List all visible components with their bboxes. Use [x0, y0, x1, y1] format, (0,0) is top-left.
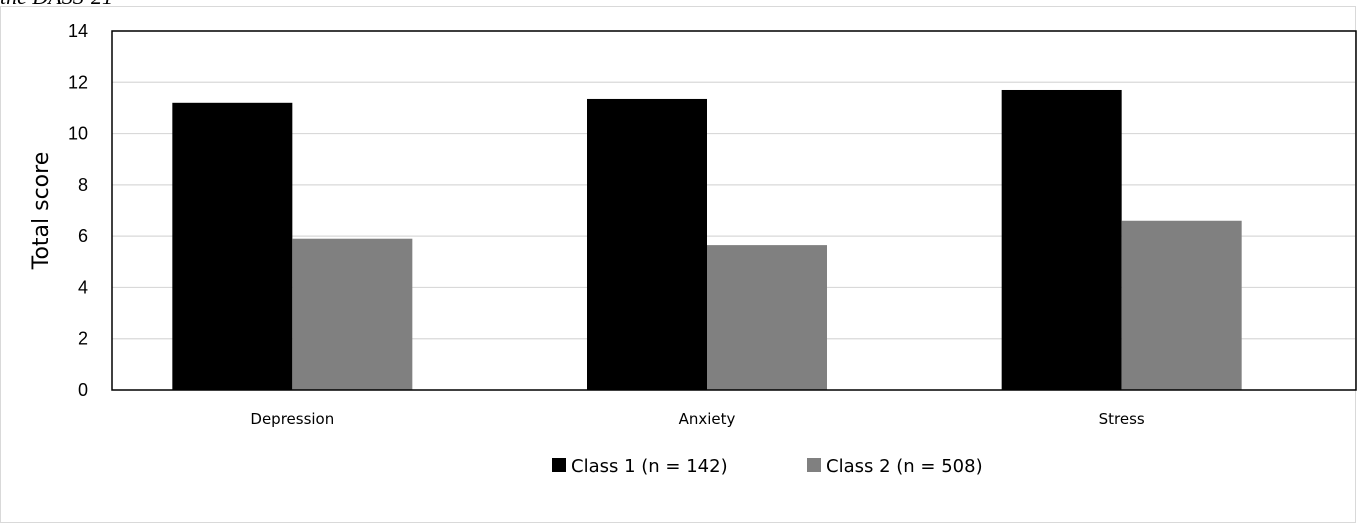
- y-tick-label: 8: [78, 175, 88, 195]
- bar-stress-series-2: [1121, 220, 1242, 390]
- y-tick-labels: 0 2 4 6 8 10 12 14: [68, 21, 88, 400]
- legend-label-series-2: Class 2 (n = 508): [826, 456, 983, 477]
- y-tick-label: 12: [68, 72, 88, 92]
- bar-stress-series-1: [1001, 89, 1122, 390]
- y-tick-label: 0: [78, 380, 88, 400]
- x-category-label: Depression: [250, 410, 334, 428]
- plot-border: [111, 30, 1357, 391]
- figure-caption-fragment: the DASS-21: [0, 0, 113, 10]
- x-category-labels: Depression Anxiety Stress: [250, 410, 1144, 428]
- bars: [172, 89, 1242, 391]
- x-category-label: Stress: [1099, 410, 1145, 428]
- y-tick-label: 2: [78, 329, 88, 349]
- bar-depression-series-2: [292, 238, 413, 390]
- y-tick-label: 10: [68, 124, 88, 144]
- legend: Class 1 (n = 142) Class 2 (n = 508): [552, 456, 983, 477]
- y-tick-label: 4: [78, 277, 88, 297]
- axes: [111, 30, 1357, 391]
- y-axis-title: Total score: [29, 152, 54, 271]
- y-tick-label: 14: [68, 21, 88, 41]
- bar-anxiety-series-2: [707, 245, 827, 390]
- bar-depression-series-1: [172, 102, 293, 391]
- legend-label-series-1: Class 1 (n = 142): [571, 456, 728, 477]
- x-category-label: Anxiety: [679, 410, 736, 428]
- legend-swatch-series-2: [807, 458, 821, 472]
- bar-anxiety-series-1: [587, 98, 707, 390]
- y-tick-label: 6: [78, 226, 88, 246]
- legend-swatch-series-1: [552, 458, 566, 472]
